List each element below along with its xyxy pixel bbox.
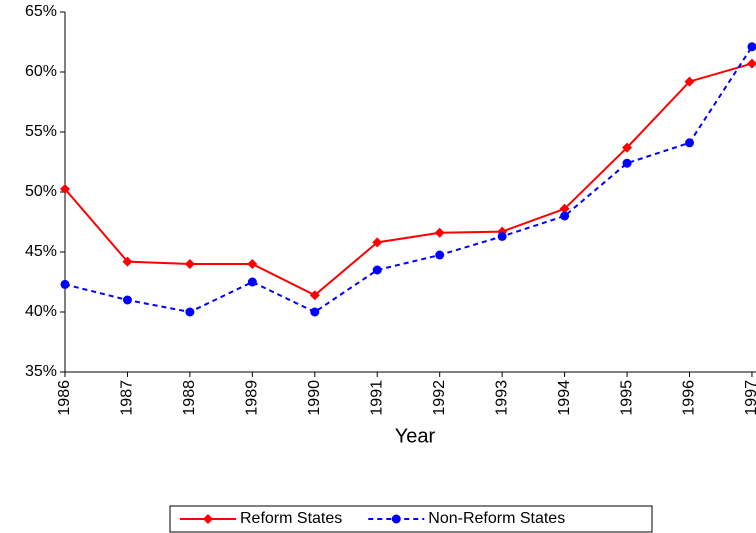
data-point	[685, 138, 694, 148]
x-tick-label: 1996	[681, 380, 698, 416]
data-point	[310, 307, 320, 317]
x-tick-label: 1991	[368, 380, 385, 416]
data-point	[60, 279, 70, 289]
x-tick-label: 1986	[56, 380, 73, 416]
data-point	[684, 76, 695, 87]
data-point	[185, 307, 195, 317]
y-tick-label: 60%	[25, 63, 57, 80]
data-point	[747, 42, 756, 52]
series-line	[64, 46, 753, 314]
y-tick-label: 50%	[25, 183, 57, 200]
data-point	[622, 142, 633, 153]
x-tick-label: 1994	[556, 380, 573, 416]
x-tick-label: 1990	[306, 380, 323, 416]
legend-box	[169, 505, 653, 533]
y-tick-label: 55%	[25, 123, 57, 140]
data-point	[746, 58, 756, 69]
legend-label: Reform States	[240, 510, 342, 527]
data-point	[309, 290, 320, 301]
data-point	[122, 295, 132, 305]
legend-marker	[391, 514, 401, 524]
y-tick-label: 45%	[25, 243, 57, 260]
data-point	[184, 259, 195, 269]
data-point	[122, 256, 133, 267]
data-point	[560, 211, 570, 221]
x-tick-label: 1987	[119, 380, 136, 416]
y-tick-label: 65%	[25, 3, 57, 20]
legend-marker	[203, 514, 213, 524]
series-line	[64, 62, 753, 297]
data-point	[60, 184, 70, 194]
x-tick-label: 1989	[244, 380, 261, 416]
data-point	[435, 250, 445, 260]
x-tick-label: 1993	[493, 380, 510, 416]
legend-label: Non-Reform States	[428, 510, 565, 527]
x-axis-title: Year	[395, 425, 436, 447]
data-point	[247, 277, 257, 287]
data-point	[622, 158, 632, 168]
x-tick-label: 1992	[431, 380, 448, 416]
y-tick-label: 40%	[25, 303, 57, 320]
data-point	[434, 227, 445, 238]
data-point	[559, 203, 570, 214]
x-tick-label: 1997	[743, 380, 756, 416]
x-tick-label: 1988	[181, 380, 198, 416]
y-tick-label: 35%	[25, 363, 57, 380]
data-point	[372, 237, 383, 248]
data-point	[372, 265, 382, 275]
data-point	[247, 259, 258, 269]
x-tick-label: 1995	[618, 380, 635, 416]
data-point	[497, 231, 507, 241]
